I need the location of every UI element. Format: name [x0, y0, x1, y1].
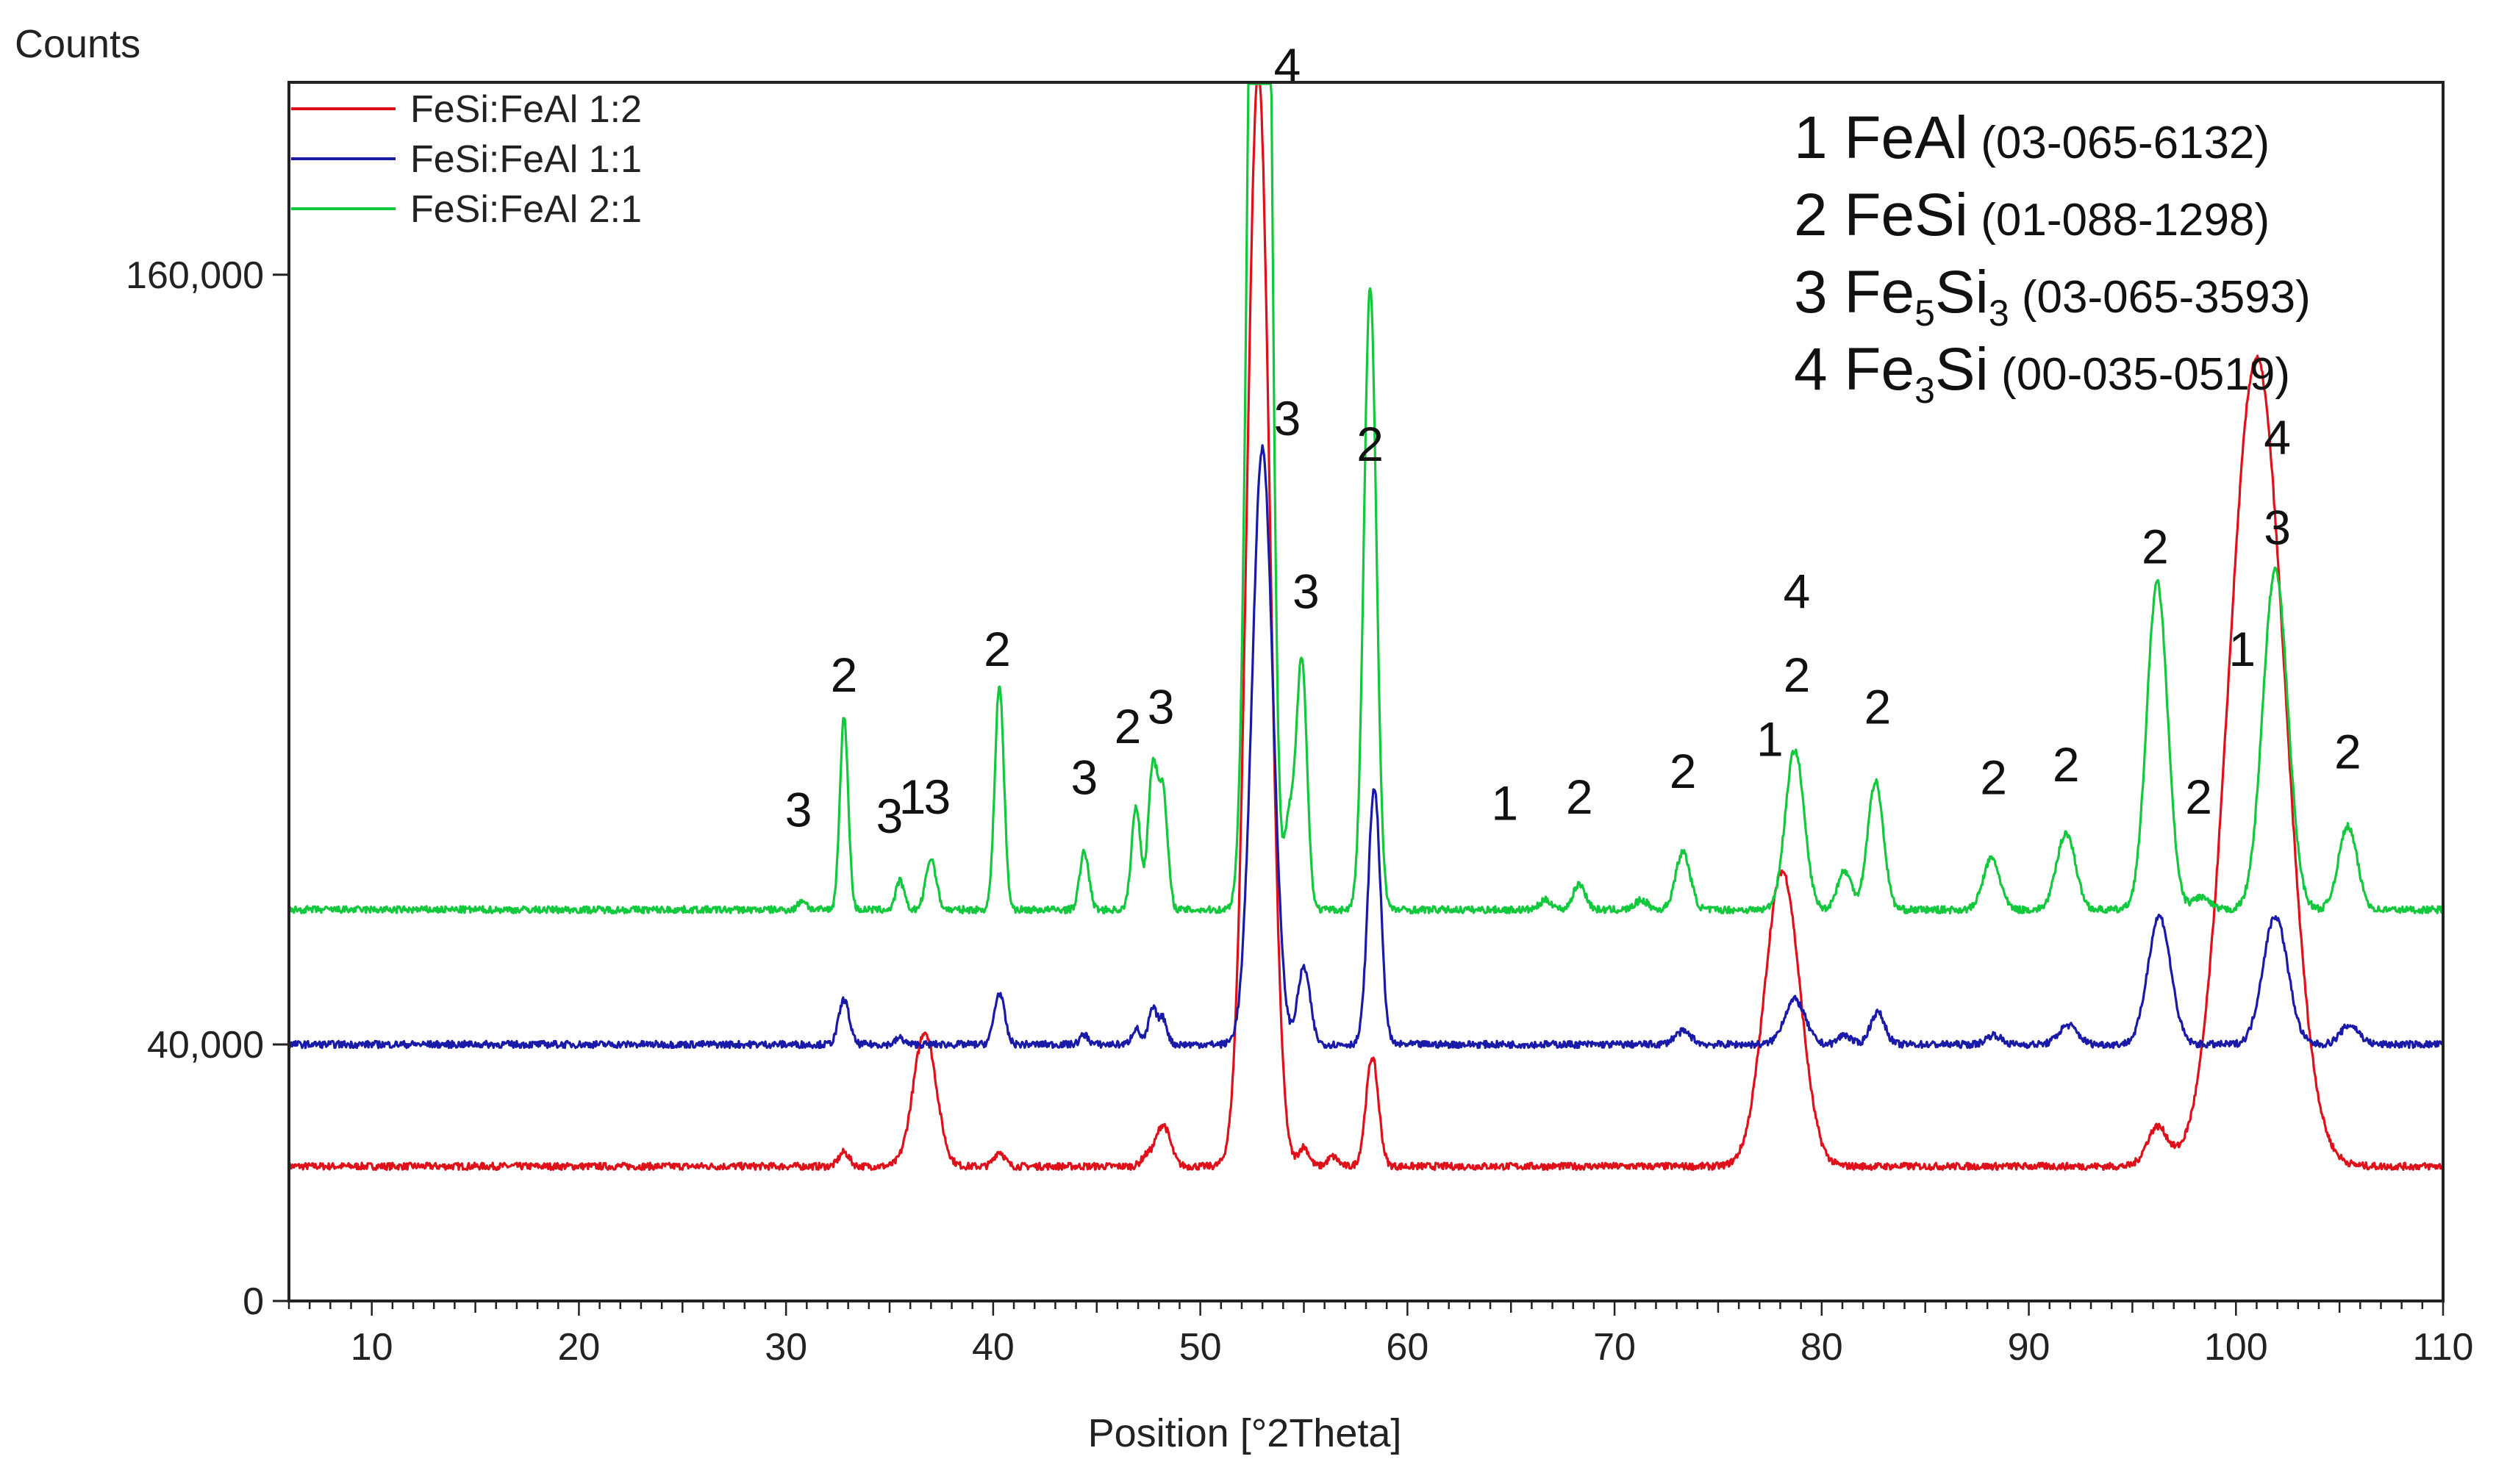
peak-label: 3	[1070, 750, 1098, 805]
peak-label: 4	[2264, 410, 2291, 465]
legend-label: FeSi:FeAl 2:1	[410, 188, 642, 231]
peak-label: 2	[1115, 699, 1142, 753]
peak-label: 3	[785, 782, 812, 836]
peak-label: 3	[1292, 564, 1320, 619]
legend-label: FeSi:FeAl 1:2	[410, 88, 642, 131]
peak-label: 3	[1274, 391, 1301, 445]
y-axis: 0 40,000 160,000	[126, 254, 289, 1323]
x-tick-label: 100	[2204, 1326, 2268, 1369]
y-tick-label: 40,000	[147, 1024, 264, 1067]
x-tick-label: 80	[1801, 1326, 1843, 1369]
peak-annotations: 124322331323233122421222221432	[785, 38, 2361, 843]
x-tick-label: 50	[1179, 1326, 1222, 1369]
phase-name-part: Si	[1935, 336, 1989, 403]
peak-label: 3	[2264, 500, 2291, 554]
phase-number: 1	[1794, 104, 1844, 171]
phase-code: (03-065-3593)	[2009, 272, 2311, 323]
phase-subscript: 5	[1914, 293, 1935, 334]
x-tick-label: 70	[1593, 1326, 1636, 1369]
phase-name: FeAl	[1844, 104, 1968, 171]
peak-label: 1	[1491, 776, 1518, 831]
phase-subscript: 3	[1989, 293, 2009, 334]
series-group	[287, 82, 2445, 1172]
peak-label: 1	[899, 770, 926, 824]
phase-name: Fe	[1844, 336, 1914, 403]
peak-label: 1	[2228, 622, 2256, 676]
x-tick-label: 110	[2413, 1326, 2474, 1369]
phase-key-entry: 1 FeAl (03-065-6132)	[1794, 104, 2270, 171]
phase-name: Fe	[1844, 259, 1914, 326]
peak-label: 2	[831, 648, 858, 702]
peak-label: 3	[923, 770, 951, 824]
legend: FeSi:FeAl 1:2 FeSi:FeAl 1:1 FeSi:FeAl 2:1	[291, 88, 642, 231]
peak-label: 2	[2053, 737, 2080, 792]
y-axis-label: Counts	[15, 22, 140, 66]
peak-label: 1	[1756, 711, 1784, 766]
y-tick-label: 0	[243, 1280, 264, 1323]
phase-code: (03-065-6132)	[1968, 118, 2270, 168]
phase-key-entry: 2 FeSi (01-088-1298)	[1794, 182, 2270, 248]
peak-label: 4	[1274, 38, 1301, 93]
x-tick-label: 30	[765, 1326, 807, 1369]
peak-label: 2	[1356, 417, 1384, 471]
x-tick-label: 10	[351, 1326, 393, 1369]
peak-label: 2	[1784, 648, 1811, 702]
x-axis-label: Position [°2Theta]	[1088, 1411, 1402, 1455]
peak-label: 2	[1980, 750, 2007, 805]
phase-number: 3	[1794, 259, 1844, 326]
phase-key-entry: 4 Fe3Si (00-035-0519)	[1794, 336, 2290, 411]
series-line-3	[287, 82, 2445, 915]
phase-key: 1 FeAl (03-065-6132)2 FeSi (01-088-1298)…	[1794, 104, 2311, 411]
x-tick-label: 40	[972, 1326, 1015, 1369]
peak-label: 2	[2185, 770, 2212, 824]
phase-number: 2	[1794, 182, 1844, 248]
phase-name-part: Si	[1935, 259, 1989, 326]
x-tick-label: 90	[2008, 1326, 2050, 1369]
phase-name: FeSi	[1844, 182, 1968, 248]
peak-label: 4	[1784, 564, 1811, 619]
series-line-2	[287, 444, 2445, 1050]
peak-label: 3	[876, 789, 904, 843]
peak-label: 2	[2142, 519, 2169, 573]
phase-number: 4	[1794, 336, 1844, 403]
series-line-1	[287, 82, 2444, 1172]
x-axis: 10 20 30 40 50 60 70 80 90 100 110	[287, 1301, 2474, 1369]
phase-key-entry: 3 Fe5Si3 (03-065-3593)	[1794, 259, 2311, 334]
peak-label: 2	[984, 622, 1011, 676]
plot-frame	[287, 81, 2445, 1302]
peak-label: 2	[1670, 744, 1697, 798]
y-tick-label: 160,000	[126, 254, 264, 297]
peak-label: 2	[2334, 725, 2361, 779]
phase-code: (00-035-0519)	[1989, 349, 2290, 400]
peak-label: 3	[1148, 680, 1175, 734]
peak-label: 2	[1864, 680, 1892, 734]
phase-subscript: 3	[1914, 370, 1935, 411]
x-tick-label: 60	[1386, 1326, 1428, 1369]
legend-label: FeSi:FeAl 1:1	[410, 138, 642, 181]
phase-code: (01-088-1298)	[1968, 195, 2270, 245]
peak-label: 2	[1566, 770, 1593, 824]
x-tick-label: 20	[558, 1326, 601, 1369]
